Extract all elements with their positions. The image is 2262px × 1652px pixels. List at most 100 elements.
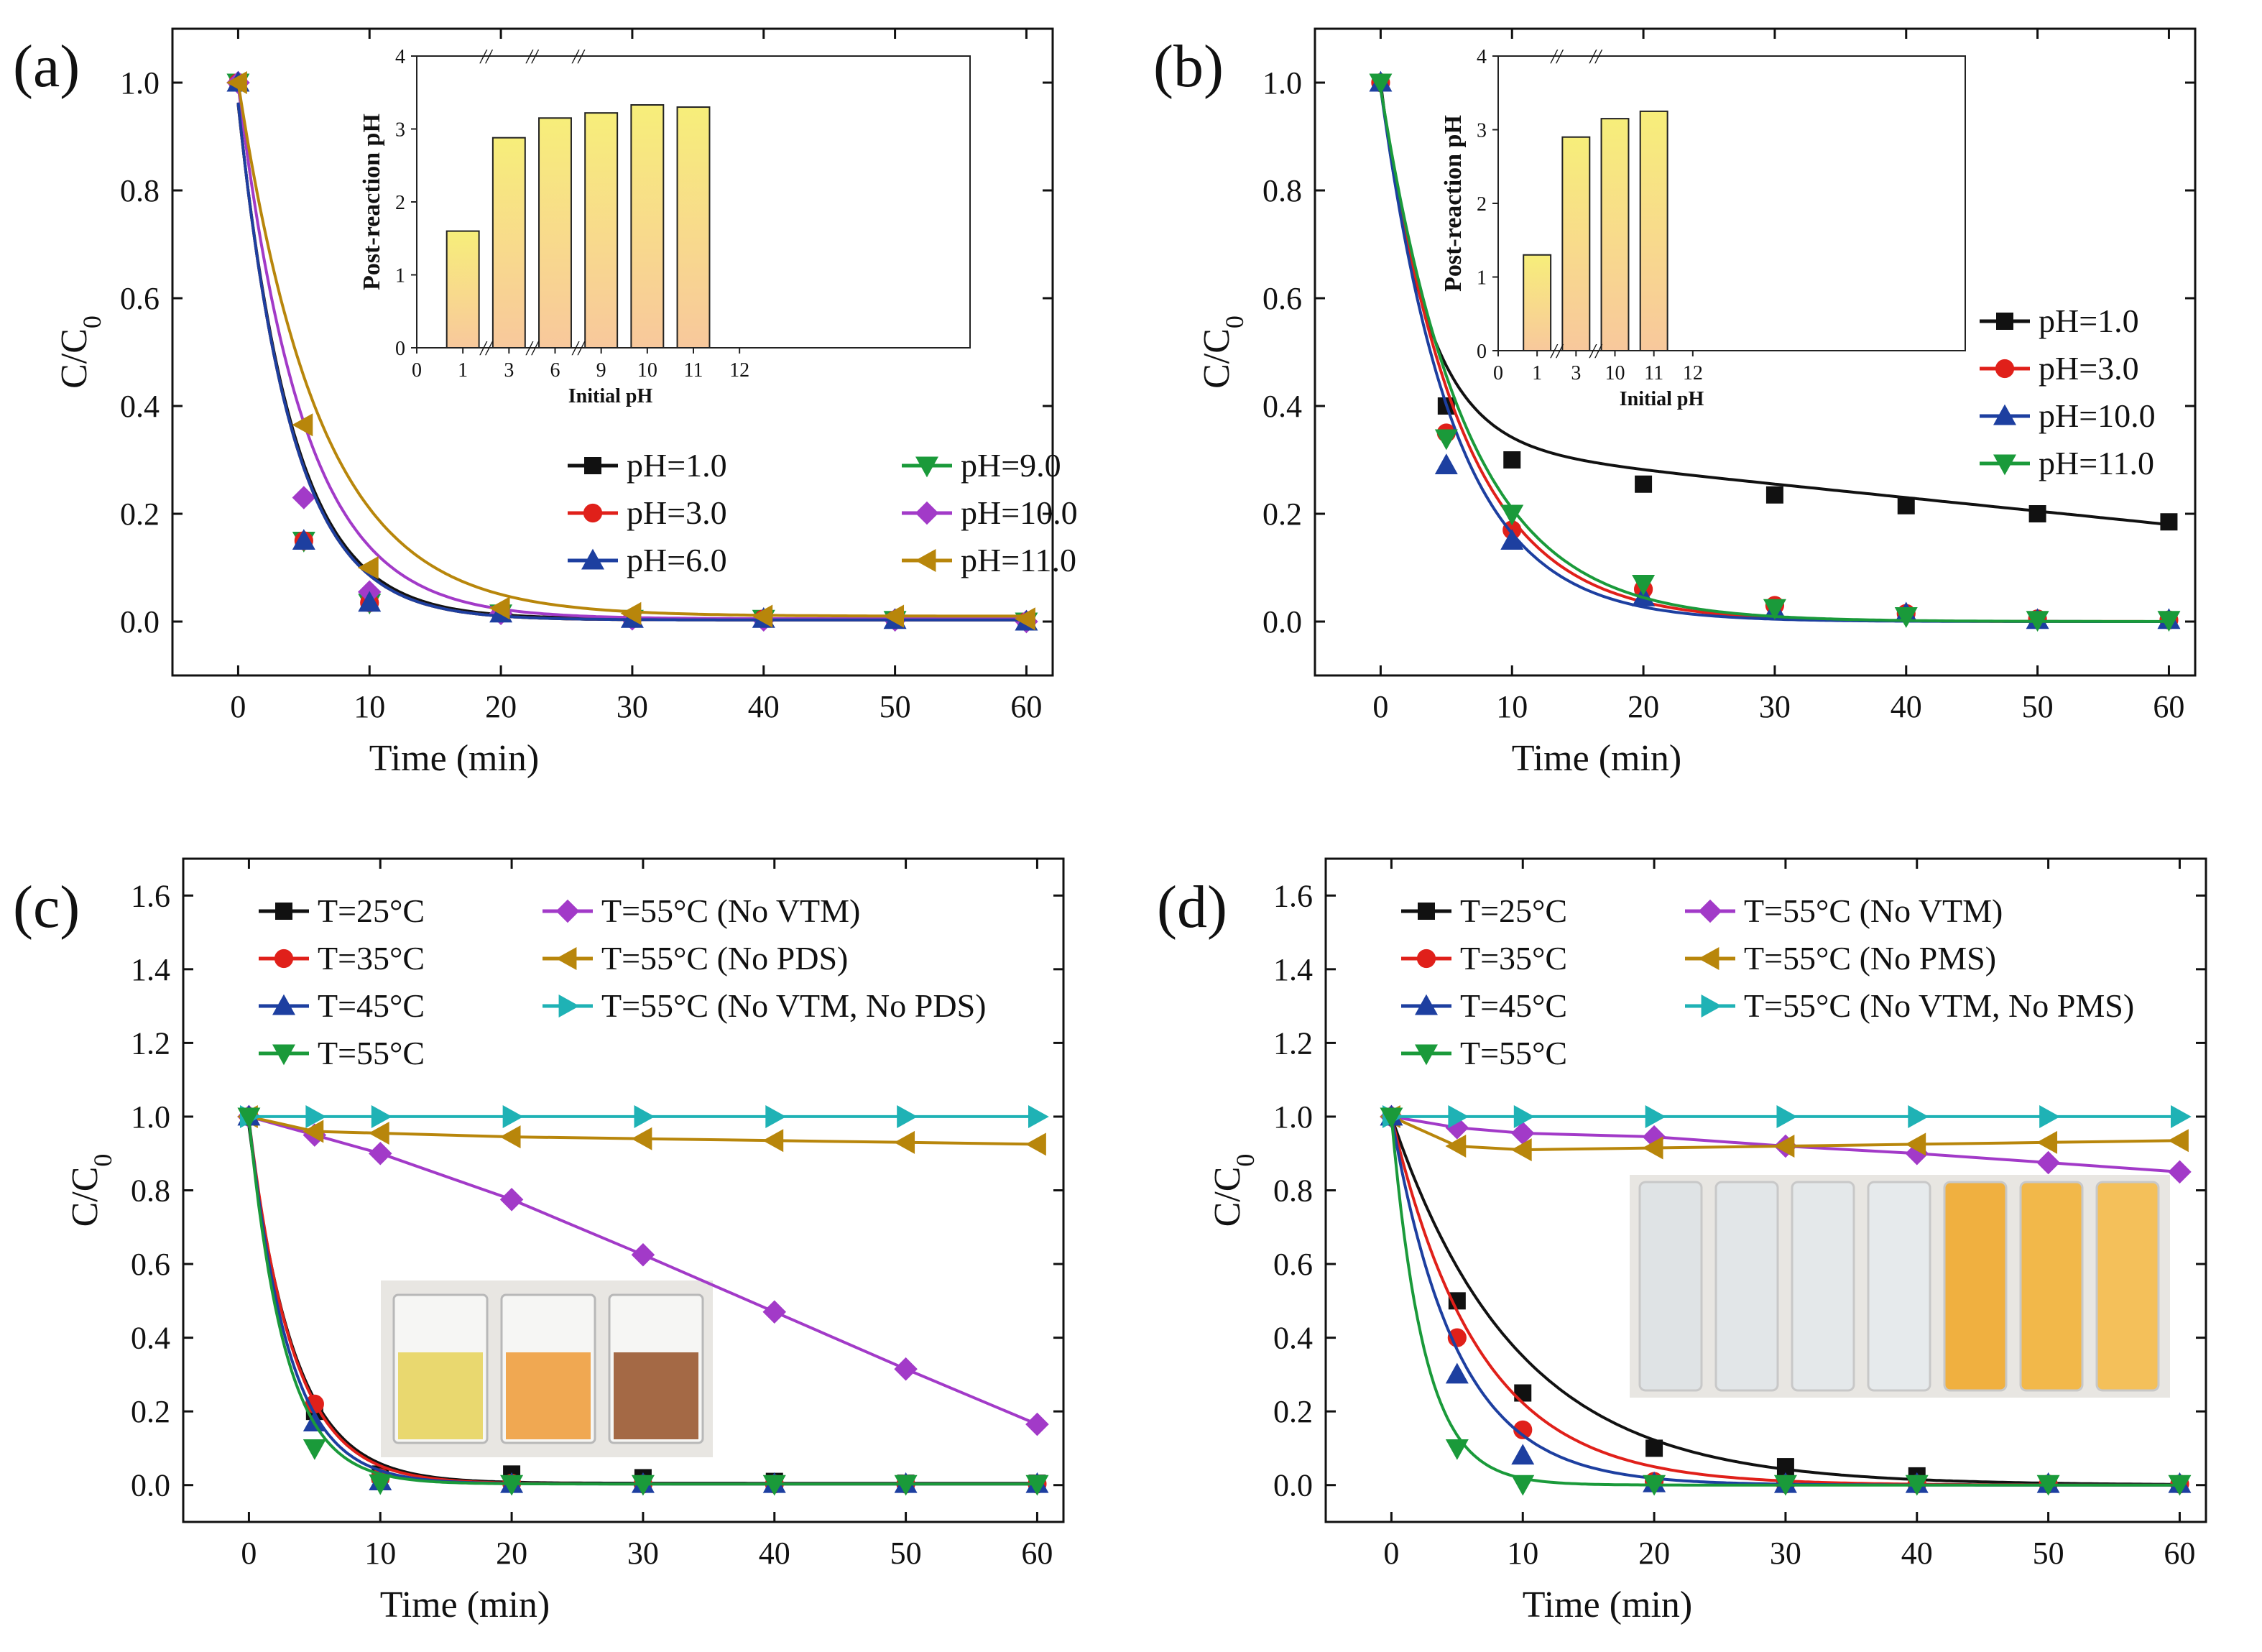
y-tick-label: 0.4 — [1273, 1321, 1313, 1356]
y-axis-title: C/C0 — [1196, 315, 1249, 389]
cuvette — [2095, 1181, 2160, 1392]
inset-axis-break-top: // — [479, 46, 493, 68]
data-point — [1015, 607, 1035, 631]
data-point — [499, 1188, 524, 1212]
y-tick-label: 1.6 — [131, 878, 170, 913]
y-tick-label: 0.2 — [131, 1394, 170, 1429]
y-tick-label: 1.0 — [1262, 65, 1302, 101]
y-tick-label: 1.0 — [1273, 1099, 1313, 1135]
y-tick-label: 1.4 — [131, 952, 170, 987]
data-point — [631, 1242, 655, 1267]
x-tick-label: 40 — [1891, 689, 1922, 724]
legend-label: T=55°C (No VTM) — [601, 892, 860, 929]
data-point — [1908, 1104, 1929, 1128]
panel-letter: (d) — [1157, 874, 1227, 941]
legend-marker — [1415, 1044, 1438, 1066]
inset-y-tick-label: 2 — [1477, 193, 1487, 216]
x-tick-label: 40 — [1901, 1536, 1933, 1571]
legend-marker — [583, 503, 603, 523]
x-tick-label: 40 — [748, 689, 780, 724]
data-point — [631, 1127, 652, 1150]
data-point — [303, 1120, 324, 1143]
y-tick-label: 0.8 — [120, 173, 160, 208]
data-point — [2036, 1130, 2058, 1154]
inset-x-tick-label: 6 — [550, 359, 560, 382]
plot-frame — [171, 27, 1054, 677]
legend: pH=1.0 pH=9.0 pH=3.0 pH=10.0 pH=6.0 pH=11.0 — [568, 447, 1078, 578]
data-point — [1513, 1104, 1535, 1128]
x-tick-label: 10 — [1496, 689, 1528, 724]
legend-marker — [274, 949, 294, 969]
legend-label: T=55°C (No VTM, No PMS) — [1744, 987, 2134, 1024]
inset-bar — [1561, 136, 1591, 351]
inset-axis-break-bottom: // — [1589, 341, 1603, 363]
legend-marker — [1993, 404, 2016, 425]
legend-label: T=55°C (No VTM, No PDS) — [601, 987, 986, 1024]
series-5 — [239, 1104, 1049, 1128]
inset-axis-break-top: // — [1549, 46, 1564, 68]
y-tick-label: 0.2 — [1273, 1394, 1313, 1429]
inset-axis-break-top: // — [571, 46, 586, 68]
y-tick-label: 0.8 — [131, 1173, 170, 1209]
series-0 — [1372, 74, 2178, 531]
inset-axis-break-bottom: // — [571, 338, 586, 360]
legend-marker — [1416, 949, 1436, 969]
inset-y-tick-label: 3 — [1477, 120, 1487, 142]
data-point — [1897, 497, 1915, 514]
data-point — [1643, 1475, 1666, 1496]
y-axis-title-subscript: 0 — [88, 1154, 117, 1167]
legend-label: T=55°C — [1460, 1035, 1567, 1071]
y-tick-label: 0.4 — [131, 1321, 170, 1356]
y-axis-title-subscript: 0 — [1220, 315, 1249, 328]
x-tick-label: 60 — [1021, 1536, 1053, 1571]
inset-axis-break-top: // — [1589, 46, 1603, 68]
inset-y-axis-title: Post-reaction pH — [1440, 115, 1467, 292]
legend-marker — [555, 899, 580, 923]
inset-x-tick-label: 3 — [1571, 362, 1581, 384]
y-axis-title-c: C/C — [54, 328, 95, 389]
inset-x-tick-label: 11 — [684, 359, 703, 382]
series-6 — [237, 1107, 1049, 1496]
inset-y-tick-label: 1 — [1477, 267, 1487, 290]
data-point — [2160, 513, 2178, 531]
chart-panel-3: (c) 0 10 20 30 40 50 60 0.0 0.2 0.4 0.6 0.8 1.0 1.2 1.4… — [13, 857, 1065, 1625]
data-point — [489, 596, 510, 620]
data-point — [2168, 1475, 2192, 1496]
data-point — [1773, 1475, 1797, 1496]
series-5 — [226, 71, 1035, 631]
data-point — [1434, 453, 1458, 474]
data-point — [1434, 429, 1458, 451]
x-tick-label: 20 — [1638, 1536, 1670, 1571]
y-tick-label: 0.0 — [1273, 1468, 1313, 1503]
cuvette — [1867, 1181, 1931, 1392]
legend-label: T=55°C (No VTM) — [1744, 892, 2003, 929]
series-3 — [1380, 1104, 2189, 1162]
legend-marker — [1996, 313, 2013, 330]
legend-label: T=45°C — [318, 987, 425, 1024]
data-point — [883, 604, 905, 628]
series-line — [248, 1115, 1038, 1146]
panel-letter: (c) — [13, 874, 80, 941]
inset-x-tick-label: 11 — [1644, 362, 1663, 384]
y-tick-label: 0.6 — [1262, 281, 1302, 316]
data-point — [2026, 611, 2049, 632]
inset-axis-break-bottom: // — [1549, 341, 1564, 363]
x-tick-label: 10 — [1507, 1536, 1538, 1571]
legend-marker — [555, 947, 577, 970]
inset-x-tick-label: 0 — [1493, 362, 1503, 384]
legend-label: pH=10.0 — [961, 494, 1078, 531]
data-point — [292, 413, 313, 437]
legend-label: pH=3.0 — [627, 494, 727, 531]
legend-marker — [272, 1044, 295, 1066]
data-point — [1445, 1439, 1469, 1460]
data-point — [237, 1107, 261, 1129]
data-point — [1445, 1362, 1469, 1384]
y-axis-title-c: C/C — [1207, 1167, 1248, 1227]
legend-marker — [1415, 994, 1438, 1015]
y-tick-label: 0.0 — [131, 1468, 170, 1503]
legend-marker — [275, 903, 292, 920]
y-axis-title: C/C0 — [54, 315, 106, 389]
y-tick-label: 1.2 — [1273, 1025, 1313, 1061]
